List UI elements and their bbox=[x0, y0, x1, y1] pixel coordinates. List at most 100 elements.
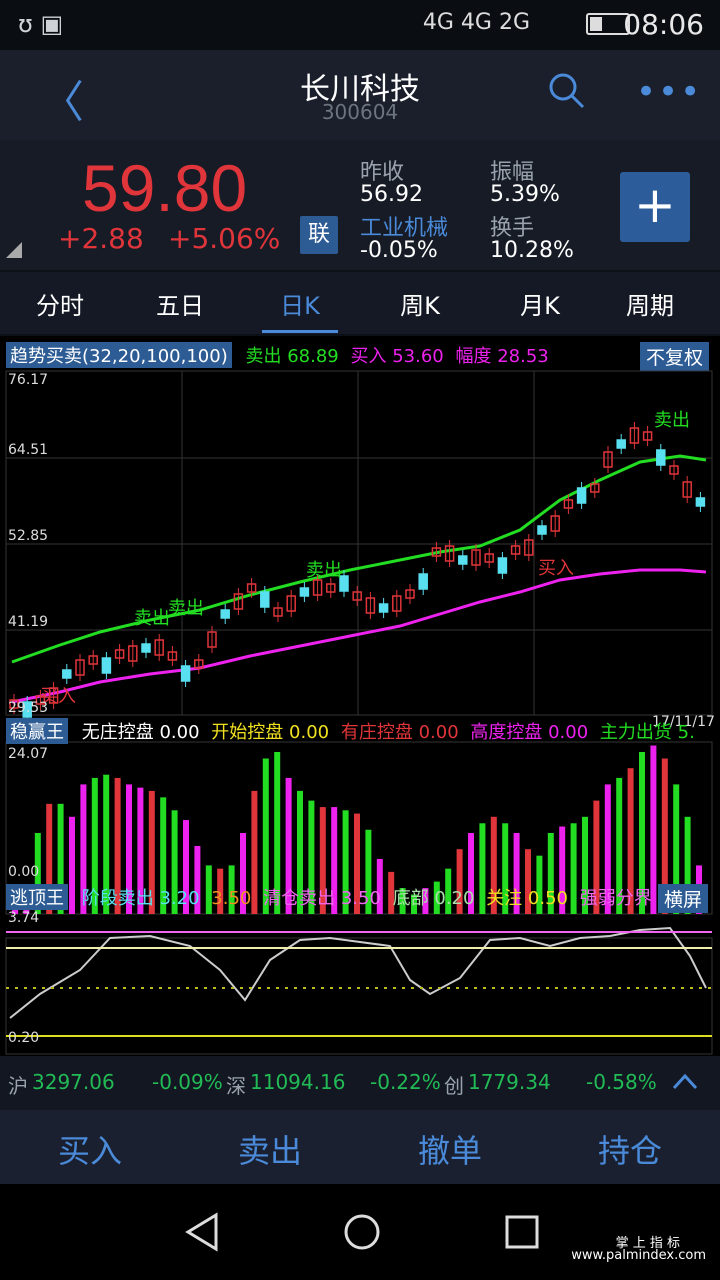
candle bbox=[590, 483, 600, 493]
indicator2-name[interactable]: 稳赢王 bbox=[6, 718, 68, 744]
candle bbox=[431, 547, 442, 557]
candle bbox=[75, 659, 85, 676]
candle bbox=[537, 525, 547, 535]
candle bbox=[194, 659, 204, 669]
ind2-a-value: 0.00 bbox=[159, 722, 200, 743]
date-label: 17/11/17 bbox=[652, 714, 715, 730]
indicator-bar bbox=[319, 807, 326, 914]
indicator-bar bbox=[639, 752, 645, 914]
candle bbox=[642, 431, 653, 441]
buy-button[interactable]: 买入 bbox=[57, 1132, 122, 1170]
candle bbox=[233, 593, 244, 610]
candle bbox=[695, 497, 706, 507]
more-icon[interactable]: ••• bbox=[636, 72, 703, 112]
indicator-bar bbox=[57, 803, 64, 914]
indicator-bar bbox=[183, 820, 189, 914]
indicator-bar bbox=[661, 758, 668, 914]
period-tabs: 分时 五日 日K 周K 月K 周期 bbox=[0, 272, 720, 334]
indicator-bar bbox=[137, 787, 144, 914]
ind2-d-value: 0.00 bbox=[548, 722, 589, 743]
candle bbox=[603, 451, 613, 468]
tab-five-day[interactable]: 五日 bbox=[156, 292, 204, 320]
candle bbox=[312, 579, 323, 596]
candle bbox=[378, 603, 389, 613]
amplitude-label: 振幅 bbox=[490, 160, 535, 185]
indicator-bar bbox=[354, 813, 360, 914]
adjust-button[interactable]: 不复权 bbox=[640, 342, 710, 371]
back-nav-icon[interactable] bbox=[184, 1212, 220, 1252]
corner-marker bbox=[6, 242, 22, 258]
y-tick-1: 76.17 bbox=[8, 372, 49, 388]
ind3-a-label: 阶段卖出 bbox=[81, 888, 154, 909]
back-icon[interactable]: 〈 bbox=[40, 77, 84, 128]
landscape-button[interactable]: 横屏 bbox=[658, 884, 709, 913]
candle bbox=[629, 427, 640, 444]
indicator-bar bbox=[331, 807, 338, 914]
tab-monthly[interactable]: 月K bbox=[520, 292, 560, 320]
buy-signal-2: 买入 bbox=[538, 558, 574, 579]
clock: 08:06 bbox=[623, 8, 704, 41]
search-icon[interactable] bbox=[548, 72, 586, 110]
indicator-bar bbox=[205, 865, 212, 914]
indicator1-name[interactable]: 趋势买卖(32,20,100,100) bbox=[6, 342, 232, 368]
home-nav-icon[interactable] bbox=[342, 1212, 382, 1252]
candle bbox=[207, 631, 217, 648]
tab-period[interactable]: 周期 bbox=[626, 292, 674, 320]
sell-signal-4: 卖出 bbox=[654, 410, 690, 431]
recents-nav-icon[interactable] bbox=[504, 1214, 540, 1250]
indicator-bar bbox=[468, 833, 474, 914]
candle bbox=[180, 665, 191, 682]
network-indicator: 4G 4G 2G bbox=[422, 10, 530, 35]
add-watchlist-button[interactable]: + bbox=[620, 172, 690, 242]
cancel-order-button[interactable]: 撤单 bbox=[417, 1132, 482, 1170]
indicator-bar bbox=[627, 768, 634, 914]
indicator2-bar: 稳赢王 无庄控盘 0.00 开始控盘 0.00 有庄控盘 0.00 高度控盘 0… bbox=[0, 718, 695, 744]
candle bbox=[88, 655, 98, 665]
buy-signal-1: 买入 bbox=[40, 686, 76, 707]
industry-link[interactable]: 工业机械 bbox=[360, 216, 449, 241]
candle bbox=[299, 587, 310, 597]
candle bbox=[550, 515, 560, 532]
candle bbox=[656, 449, 666, 466]
sell-value: 68.89 bbox=[287, 346, 339, 367]
indicator-bar bbox=[525, 849, 531, 914]
indicator-bar bbox=[240, 833, 246, 914]
app-header: 〈 长川科技 300604 ••• bbox=[0, 50, 720, 140]
indicator3-name[interactable]: 逃顶王 bbox=[6, 884, 68, 910]
candle bbox=[154, 639, 164, 656]
indicator-bar bbox=[388, 871, 395, 914]
watermark-line2: www.palmindex.com bbox=[571, 1248, 706, 1263]
lian-button[interactable]: 联 bbox=[300, 216, 338, 254]
positions-button[interactable]: 持仓 bbox=[597, 1132, 662, 1170]
indicator-bar bbox=[91, 777, 98, 914]
prev-close-value: 56.92 bbox=[360, 182, 423, 207]
candle bbox=[286, 595, 296, 612]
indicator-bar bbox=[593, 800, 600, 914]
status-bar: ʊ ▣ 4G 4G 2G 08:06 bbox=[0, 0, 720, 50]
sh-value: 3297.06 bbox=[32, 1070, 115, 1094]
notification-icons: ʊ ▣ bbox=[18, 10, 64, 38]
stock-name: 长川科技 bbox=[300, 72, 420, 107]
chevron-up-icon[interactable] bbox=[672, 1072, 698, 1092]
system-nav-bar: 掌 上 指 标 www.palmindex.com bbox=[0, 1184, 720, 1280]
tab-weekly[interactable]: 周K bbox=[400, 292, 440, 320]
candle bbox=[48, 687, 59, 704]
indicator-bar bbox=[69, 816, 75, 914]
chart-area[interactable]: 趋势买卖(32,20,100,100) 卖出 68.89 买入 53.60 幅度… bbox=[0, 336, 720, 1056]
candlesticks bbox=[9, 422, 706, 723]
tab-daily[interactable]: 日K bbox=[280, 292, 320, 320]
indicator-bar bbox=[445, 868, 452, 914]
candle bbox=[273, 607, 283, 617]
candle bbox=[101, 657, 112, 674]
indicator-bar bbox=[547, 833, 554, 914]
upper-band bbox=[11, 454, 707, 664]
sell-button[interactable]: 卖出 bbox=[237, 1132, 302, 1170]
indicator-bar bbox=[103, 774, 110, 914]
sz-label: 深 bbox=[226, 1074, 246, 1098]
indicator-bar bbox=[490, 816, 497, 914]
turnover-value: 10.28% bbox=[490, 238, 574, 263]
candle bbox=[128, 645, 138, 662]
indicator-bar bbox=[126, 784, 132, 914]
indicator-bar bbox=[604, 784, 611, 914]
tab-intraday[interactable]: 分时 bbox=[36, 292, 84, 320]
